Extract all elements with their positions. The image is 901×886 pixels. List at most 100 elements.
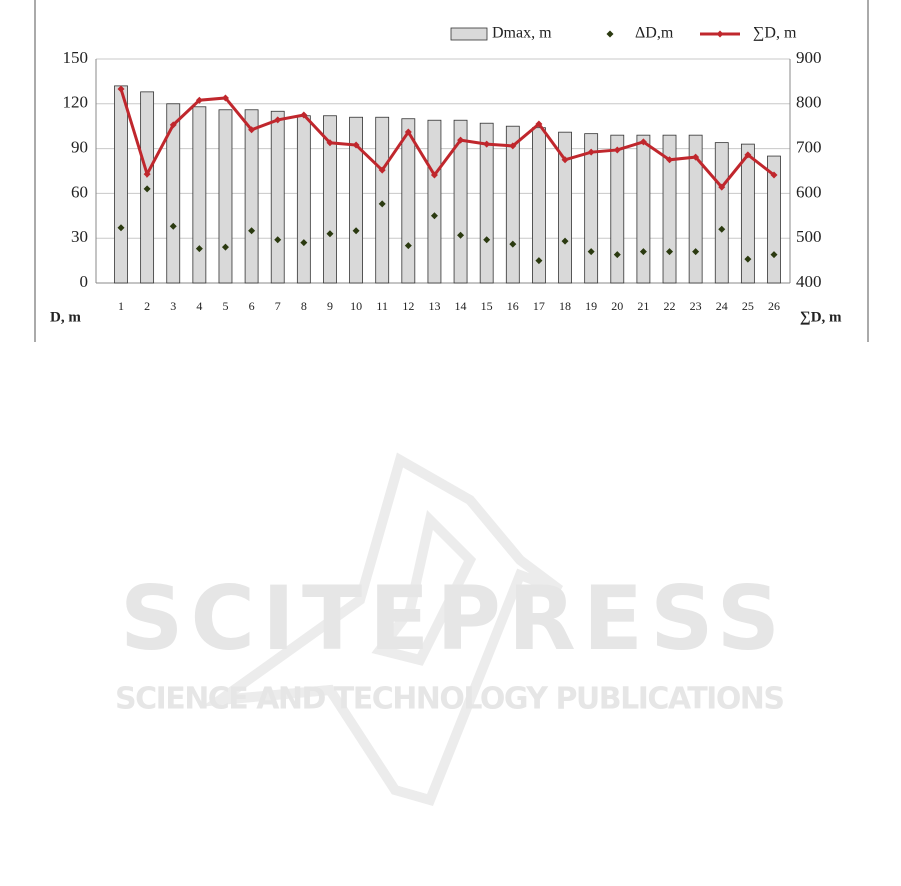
x-tick-label: 17	[533, 299, 545, 313]
line-marker	[300, 111, 308, 119]
x-tick-label: 24	[716, 299, 728, 313]
bar	[532, 127, 546, 284]
point	[352, 227, 360, 235]
line-marker	[587, 148, 595, 156]
point	[143, 185, 151, 193]
x-tick-label: 16	[507, 299, 519, 313]
line-marker	[326, 139, 334, 147]
point	[639, 248, 647, 256]
x-tick-label: 2	[144, 299, 150, 313]
x-tick-label: 20	[611, 299, 623, 313]
bar	[767, 155, 781, 284]
x-tick-label: 3	[170, 299, 176, 313]
bar	[296, 115, 311, 284]
x-tick-label: 22	[664, 299, 676, 313]
bar	[584, 133, 599, 284]
x-tick-label: 7	[275, 299, 281, 313]
x-tick-label: 1	[118, 299, 124, 313]
y-tick-label: 30	[71, 227, 88, 246]
bar	[114, 85, 128, 284]
line-marker	[352, 141, 360, 149]
point	[378, 200, 386, 208]
line-marker	[404, 128, 412, 136]
bar	[401, 118, 416, 284]
y-tick-label: 90	[71, 138, 88, 157]
bar	[714, 142, 729, 284]
point	[430, 212, 438, 220]
bar	[636, 134, 651, 284]
bar	[740, 143, 755, 284]
line-marker	[483, 140, 491, 148]
point	[535, 257, 543, 265]
line-marker	[457, 136, 465, 144]
x-tick-label: 26	[768, 299, 780, 313]
x-tick-label: 5	[222, 299, 228, 313]
y2-tick-label: 900	[796, 48, 822, 67]
legend-swatch	[450, 27, 488, 41]
point	[692, 248, 700, 256]
point	[770, 251, 778, 259]
line-marker	[169, 121, 177, 129]
point	[561, 237, 569, 245]
point	[169, 222, 177, 230]
line-marker	[718, 183, 726, 191]
x-tick-label: 8	[301, 299, 307, 313]
line-marker	[378, 166, 386, 174]
x-tick-label: 13	[428, 299, 440, 313]
line-marker	[195, 96, 203, 104]
point	[587, 248, 595, 256]
line-marker	[692, 153, 700, 161]
bar	[662, 134, 677, 284]
point	[483, 236, 491, 244]
bar	[427, 119, 442, 284]
x-tick-label: 9	[327, 299, 333, 313]
legend-label: ΔD,m	[635, 25, 674, 42]
watermark-logo	[202, 452, 563, 807]
y2-axis-label: ∑D, m	[800, 309, 842, 325]
x-tick-label: 4	[196, 299, 202, 313]
point	[274, 236, 282, 244]
watermark-title: SCITEPRESS	[120, 567, 780, 670]
legend-label: Dmax, m	[492, 25, 552, 42]
point	[248, 227, 256, 235]
legend-swatch	[716, 30, 724, 38]
bar	[218, 109, 233, 284]
line-marker	[613, 146, 621, 154]
y2-tick-label: 800	[796, 93, 822, 112]
x-tick-label: 23	[690, 299, 702, 313]
legend-swatch	[606, 30, 614, 38]
point	[457, 231, 465, 239]
line-marker	[430, 171, 438, 179]
legend-label: ∑D, m	[753, 25, 797, 42]
line-marker	[535, 120, 543, 128]
bar	[505, 125, 520, 284]
bar	[323, 115, 337, 284]
bar	[610, 134, 625, 284]
line-marker	[248, 126, 256, 134]
bar	[688, 134, 703, 284]
point	[300, 239, 308, 247]
x-tick-label: 11	[376, 299, 388, 313]
watermark: SCITEPRESS SCIENCE AND TECHNOLOGY PUBLIC…	[115, 452, 785, 807]
y2-tick-label: 700	[796, 138, 822, 157]
bar	[244, 109, 259, 284]
line-marker	[744, 151, 752, 159]
line-marker	[221, 94, 229, 102]
x-tick-label: 18	[559, 299, 571, 313]
y2-tick-label: 600	[796, 182, 822, 201]
point	[718, 225, 726, 233]
line-marker	[561, 156, 569, 164]
x-tick-label: 12	[402, 299, 414, 313]
x-tick-label: 6	[249, 299, 255, 313]
line-marker	[143, 170, 151, 178]
line-marker	[666, 156, 674, 164]
bar	[270, 110, 285, 284]
x-tick-label: 15	[481, 299, 493, 313]
x-tick-label: 19	[585, 299, 597, 313]
bar	[479, 122, 494, 284]
point	[744, 255, 752, 263]
frame	[34, 0, 869, 342]
bar	[453, 119, 468, 284]
point	[613, 251, 621, 259]
